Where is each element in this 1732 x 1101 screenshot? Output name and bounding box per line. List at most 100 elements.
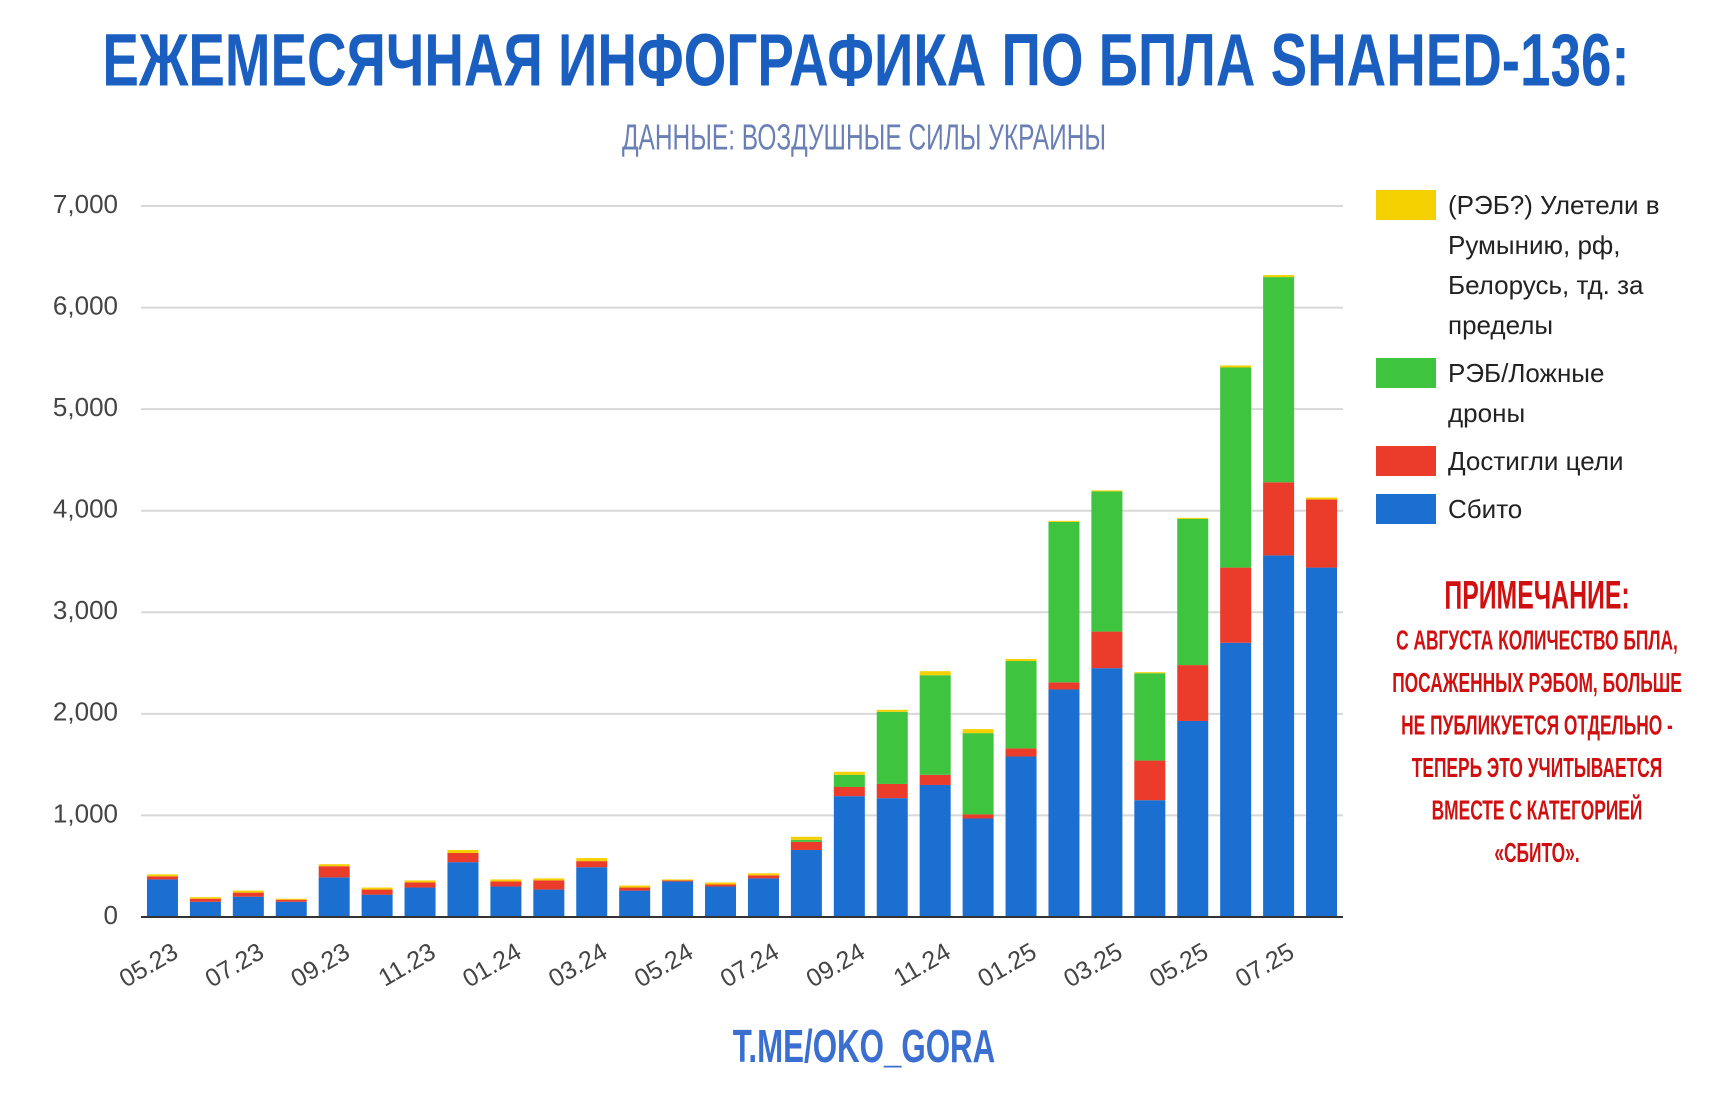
bar-segment [533,878,565,881]
bar-segment [189,898,221,902]
bar-segment [576,861,608,868]
bar-segment [275,898,307,900]
x-tick-label: 11.23 [374,938,441,993]
bar-segment [1306,499,1338,568]
x-tick-label: 07.23 [200,938,268,994]
chart-title: ЕЖЕМЕСЯЧНАЯ ИНФОГРАФИКА ПО БПЛА SHAHED-1… [102,19,1629,102]
bar-segment [1306,497,1338,500]
bar-segment [705,882,737,885]
bar-segment [747,875,779,879]
bar-segment [1134,800,1166,917]
legend-item: (РЭБ?) Улетели в Румынию, рф, Белорусь, … [1376,185,1696,345]
bar-segment [1134,673,1166,761]
bar-segment [318,877,350,917]
x-tick-label: 09.23 [286,938,354,994]
x-tick-label: 03.24 [544,938,612,994]
bar-segment [962,733,994,815]
note-line: С АВГУСТА КОЛИЧЕСТВО БПЛА, [1396,624,1678,655]
footer: T.ME/OKO_GORA [733,1020,995,1072]
bar-segment [1263,555,1295,917]
bar-segment [919,671,951,676]
bar-segment [232,892,264,897]
legend-swatch [1376,494,1436,524]
note-title: ПРИМЕЧАНИЕ: [1444,574,1629,618]
note-line: «СБИТО». [1494,837,1579,868]
bar-segment [747,878,779,917]
bar-segment [1177,720,1209,917]
bar-segment [232,890,264,893]
y-tick-label: 7,000 [53,189,118,219]
bar-segment [146,876,178,880]
bar-segment [662,880,694,882]
y-tick-label: 4,000 [53,494,118,524]
bar-segment [1306,567,1338,917]
bar-segment [662,881,694,917]
bar-segment [790,839,822,842]
bar-segment [361,887,393,890]
bar-segment [619,890,651,917]
bar-segment [1177,517,1209,519]
legend: (РЭБ?) Улетели в Румынию, рф, Белорусь, … [1376,185,1696,537]
bar-segment [361,889,393,895]
legend-label: Достигли цели [1448,446,1624,476]
y-tick-label: 1,000 [53,798,118,828]
legend-item: Достигли цели [1376,441,1696,481]
bar-segment [1091,491,1123,632]
bar-segment [1005,661,1037,749]
bar-segment [533,889,565,917]
bar-segment [146,874,178,877]
bar-segment [962,814,994,819]
bar-segment [1091,490,1123,492]
x-tick-label: 05.23 [115,938,183,994]
bar-segment [404,880,436,883]
x-tick-label: 11.24 [889,938,956,993]
bar-segment [919,784,951,917]
legend-swatch [1376,446,1436,476]
y-tick-label: 2,000 [53,697,118,727]
bar-segment [1220,367,1252,568]
bar-segment [447,862,479,917]
y-tick-label: 5,000 [53,392,118,422]
bar-segment [1005,756,1037,917]
bar-segment [705,886,737,917]
bar-segment [833,774,865,787]
x-tick-label: 07.25 [1231,938,1299,994]
bar-segment [576,867,608,917]
bar-segment [705,884,737,887]
x-tick-label: 03.25 [1059,938,1127,994]
x-tick-label: 09.24 [801,938,869,994]
bar-segment [1177,665,1209,721]
bar-segment [490,881,522,887]
chart-subtitle: ДАННЫЕ: ВОЗДУШНЫЕ СИЛЫ УКРАИНЫ [622,117,1106,158]
bar-segment [919,774,951,785]
bar-segment [576,858,608,862]
bar-segment [1177,518,1209,666]
bar-segment [790,836,822,840]
bar-segment [919,675,951,775]
bar-segment [1263,482,1295,556]
bar-segment [1005,659,1037,662]
bar-segment [404,882,436,888]
bar-segment [962,818,994,917]
bar-segment [275,899,307,902]
bar-segment [490,886,522,917]
bar-segment [490,879,522,882]
bar-segment [189,897,221,899]
note-line: ПОСАЖЕННЫХ РЭБОМ, БОЛЬШЕ [1392,667,1682,698]
bar-segment [1220,642,1252,917]
bar-segment [1220,365,1252,368]
bar-segment [1005,748,1037,757]
legend-swatch [1376,190,1436,220]
x-tick-label: 07.24 [716,938,784,994]
bar-segment [1048,682,1080,690]
bar-segment [318,864,350,867]
note-line: ТЕПЕРЬ ЭТО УЧИТЫВАЕТСЯ [1412,752,1662,783]
bar-segment [833,771,865,775]
bar-segment [232,896,264,917]
bar-segment [876,783,908,799]
bar-segment [876,711,908,784]
legend-label: (РЭБ?) Улетели в Румынию, рф, Белорусь, … [1448,190,1660,340]
bar-segment [876,798,908,917]
bar-segment [662,879,694,881]
